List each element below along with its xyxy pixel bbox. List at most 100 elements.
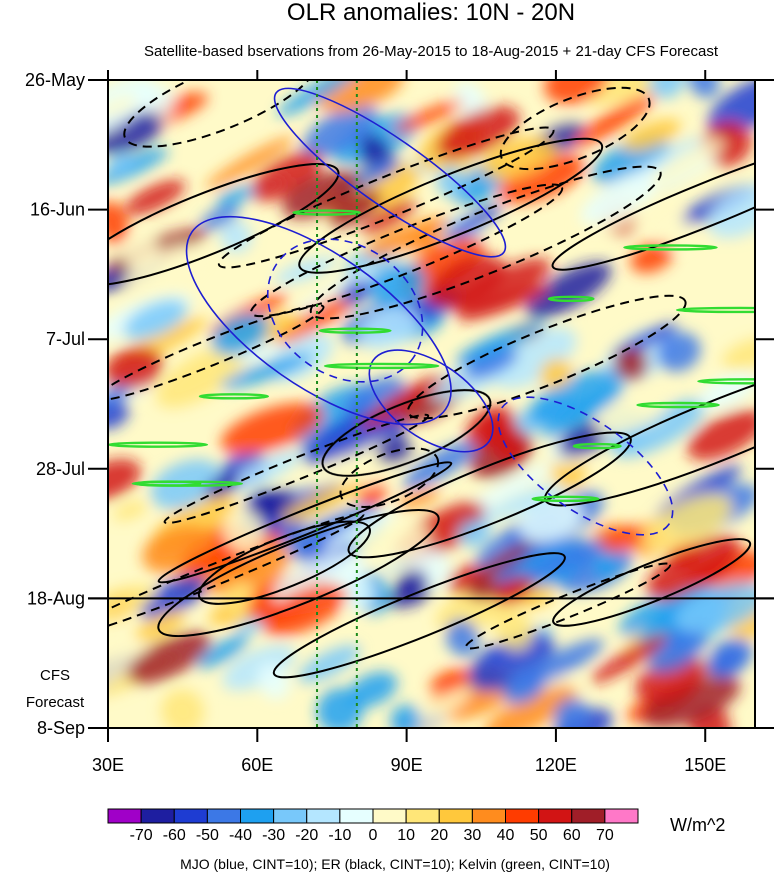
colorbar-swatch	[339, 808, 374, 824]
kelvin-contour	[318, 327, 392, 334]
anomaly-cell	[402, 440, 479, 489]
y-tick-label: 28-Jul	[36, 459, 85, 479]
colorbar-swatch	[604, 808, 639, 824]
anomaly-cell	[647, 627, 708, 673]
anomaly-cell	[590, 634, 668, 684]
anomaly-cell	[708, 637, 753, 676]
anomaly-cell	[108, 201, 129, 244]
colorbar-swatch	[107, 808, 142, 824]
x-axis: 30E 60E 90E 120E 150E	[92, 70, 726, 775]
er-contour	[108, 163, 340, 287]
colorbar: -70 -60 -50 -40 -30 -20 -10 0 10 20 30 40 50 60 70	[107, 808, 639, 844]
colorbar-swatch	[206, 808, 241, 824]
er-contour	[217, 126, 555, 269]
contour-legend: MJO (blue, CINT=10); ER (black, CINT=10)…	[180, 856, 610, 872]
chart-title: OLR anomalies: 10N - 20N	[287, 0, 575, 26]
colorbar-swatch	[140, 808, 175, 824]
anomaly-cell	[347, 671, 398, 708]
anomaly-cell	[483, 685, 577, 728]
anomaly-cell	[527, 369, 621, 425]
kelvin-contour	[547, 295, 595, 303]
anomaly-cell	[161, 689, 205, 728]
anomaly-cell	[553, 697, 590, 728]
colorbar-label: 10	[397, 827, 415, 844]
anomaly-cell	[707, 80, 755, 134]
colorbar-label: -50	[196, 827, 219, 844]
anomaly-cell	[464, 463, 554, 513]
anomaly-cell	[649, 138, 723, 187]
anomaly-cell	[404, 687, 472, 728]
anomaly-cell	[592, 552, 621, 578]
er-contour	[464, 562, 672, 650]
anomaly-cell	[656, 332, 701, 372]
anomaly-cell	[222, 644, 296, 691]
er-contour	[552, 538, 752, 627]
er-contour	[157, 461, 453, 584]
colorbar-label: -40	[229, 827, 252, 844]
x-tick-label: 30E	[92, 755, 124, 775]
anomaly-cell	[281, 505, 379, 559]
anomaly-cell	[457, 285, 550, 321]
colorbar-swatch	[438, 808, 473, 824]
er-contour	[272, 552, 566, 679]
anomaly-cell	[613, 346, 648, 381]
anomaly-cell	[364, 216, 449, 258]
anomaly-cell	[390, 704, 421, 728]
forecast-label-line2: Forecast	[26, 694, 85, 711]
anomaly-cell	[315, 80, 404, 113]
anomaly-cell	[219, 353, 314, 389]
er-contour	[123, 80, 318, 148]
anomaly-cell	[502, 668, 546, 705]
anomaly-cell	[539, 358, 572, 389]
er-contour	[339, 447, 440, 508]
er-contour	[108, 304, 325, 402]
colorbar-swatch	[405, 808, 440, 824]
anomaly-cell	[262, 584, 347, 636]
anomaly-cell	[642, 494, 732, 552]
y-axis: 26-May 16-Jun 7-Jul 28-Jul 18-Aug 8-Sep	[25, 70, 774, 738]
anomaly-cell	[372, 526, 430, 569]
colorbar-label: 0	[369, 827, 378, 844]
forecast-label-line1: CFS	[40, 667, 70, 684]
x-tick-label: 60E	[241, 755, 273, 775]
kelvin-contour	[636, 401, 720, 409]
colorbar-label: 70	[596, 827, 614, 844]
anomaly-cell	[395, 569, 428, 596]
anomaly-cell	[660, 217, 698, 248]
anomaly-cell	[156, 344, 247, 408]
er-contour	[197, 520, 371, 605]
anomaly-cell	[447, 204, 503, 239]
x-tick-label: 150E	[684, 755, 726, 775]
anomaly-cell	[542, 385, 625, 439]
anomaly-cell	[646, 535, 741, 601]
anomaly-cell	[687, 409, 755, 461]
colorbar-swatch	[173, 808, 208, 824]
er-contour	[551, 137, 755, 271]
anomaly-cell	[124, 179, 186, 215]
kelvin-contour	[623, 244, 718, 251]
anomaly-cell	[445, 619, 480, 657]
colorbar-label: -30	[262, 827, 285, 844]
er-contour	[108, 512, 365, 639]
mjo-contour	[368, 349, 494, 453]
anomaly-cell	[230, 450, 302, 491]
anomaly-cell	[648, 80, 685, 99]
colorbar-swatch	[273, 808, 308, 824]
anomaly-cell	[108, 95, 139, 117]
anomaly-cell	[580, 168, 665, 224]
anomaly-cell	[302, 104, 377, 159]
anomaly-cell	[708, 184, 755, 239]
colorbar-label: 60	[563, 827, 581, 844]
kelvin-contour	[323, 362, 440, 370]
anomaly-cell	[108, 397, 130, 430]
anomaly-cell	[113, 501, 148, 521]
kelvin-contour	[198, 393, 270, 400]
kelvin-contour	[697, 378, 755, 385]
mjo-contour	[266, 238, 424, 383]
er-contour	[250, 183, 564, 318]
colorbar-unit: W/m^2	[670, 815, 725, 835]
anomaly-cell	[358, 306, 419, 350]
anomaly-cell	[622, 119, 681, 152]
anomaly-cell	[197, 635, 249, 669]
